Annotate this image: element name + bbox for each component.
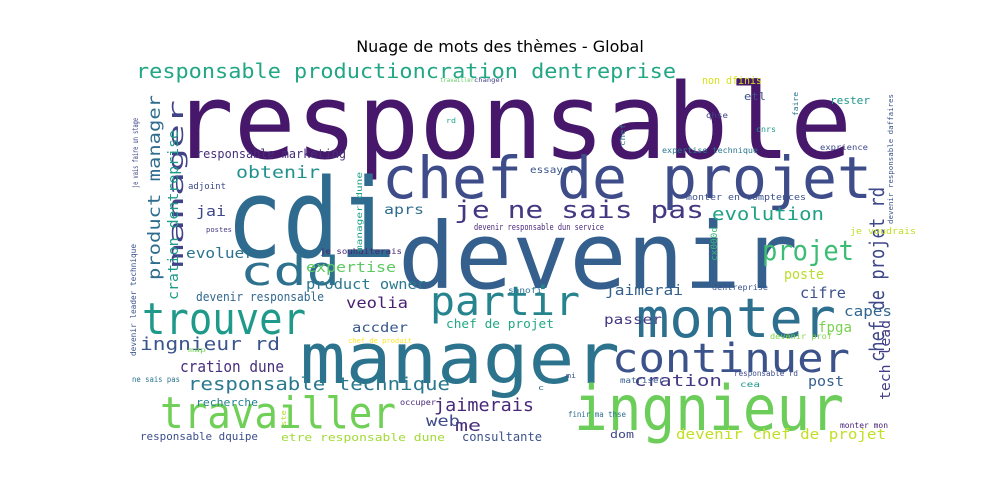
- word-responsable-marketing: responsable marketing: [196, 147, 346, 161]
- word-devenir-responsable: devenir responsable: [196, 290, 324, 304]
- word-devenir-responsable-dun-service: devenir responsable dun service: [474, 223, 604, 233]
- word-jaimerais: jaimerais: [434, 395, 534, 416]
- word-post: post: [808, 374, 844, 390]
- word-poste: poste: [784, 267, 824, 283]
- word-fpga: fpga: [818, 320, 852, 336]
- word-jaimerai: jaimerai: [605, 283, 683, 299]
- word-etl: etl: [744, 90, 766, 103]
- word-changer: changer: [474, 77, 504, 84]
- word-cnrs: cnrs: [756, 125, 776, 134]
- word-evoluer: evoluer: [186, 246, 254, 262]
- word-chef-de-projet-rd: chef de projet rd: [865, 187, 889, 362]
- word-cration-dentreprise: cration dentreprise: [166, 130, 182, 300]
- word-cea: cea: [740, 380, 760, 389]
- word-exprience: exprience: [820, 143, 868, 152]
- word-tech-lead: tech lead: [878, 320, 894, 400]
- word-responsable-technique: responsable technique: [188, 374, 450, 395]
- word-continuer: continuer: [612, 336, 850, 382]
- word-map: map: [188, 347, 207, 354]
- word-cration-dune: cration dune: [180, 357, 284, 376]
- word-jai: jai: [196, 204, 226, 220]
- word-obtenir: obtenir: [236, 163, 320, 183]
- word-consultante: consultante: [462, 430, 542, 444]
- word-partir: partir: [430, 279, 580, 325]
- word-devenir-chef-de-projet: devenir chef de projet: [676, 427, 886, 443]
- word-devenir-responsable-daffaires: devenir responsable daffaires: [887, 94, 895, 224]
- word-responsable: responsable: [172, 61, 852, 183]
- word-sanofi: sanofi: [508, 286, 542, 295]
- word-travailler: travailler: [160, 388, 396, 439]
- word-manager: manager: [300, 318, 620, 400]
- word-me: me: [455, 416, 481, 435]
- word-chef-de-projet: chef de projet: [382, 144, 872, 212]
- word-expertise-technique: expertise technique: [662, 146, 758, 155]
- word-devenir-prof: devenir prof: [770, 332, 832, 341]
- word-expertise: expertise: [306, 260, 396, 276]
- word-projet: projet: [762, 234, 854, 267]
- word-cdi: cdi: [226, 155, 396, 283]
- word-cifre: cifre: [800, 284, 846, 302]
- word-cdd: cdd: [240, 249, 340, 295]
- word-finir-ma-thse: finir ma thse: [568, 410, 626, 419]
- word-ingnieur: ingnieur: [574, 372, 844, 445]
- word-monter-en-comptences: monter en comptences: [686, 193, 806, 203]
- word-product-manager: product manager: [145, 95, 165, 280]
- word-responsable-rd: responsable rd: [734, 369, 798, 378]
- word-recherche: recherche: [196, 396, 258, 409]
- word-cx000d: cx000d: [710, 227, 720, 261]
- word-accder: accder: [352, 321, 408, 336]
- word-veolia: veolia: [346, 294, 408, 312]
- word-je-vais-faire-un-stage: je vais faire un stage: [131, 118, 140, 188]
- word-responsable-productioncration-dentreprise: responsable productioncration dentrepris…: [136, 59, 676, 83]
- word-je-souhaiterais: je souhaiterais: [320, 247, 402, 256]
- word-chef: chef: [619, 124, 627, 146]
- word-web: web: [426, 412, 460, 430]
- word-aprs: aprs: [384, 203, 424, 218]
- word-manager: manager: [164, 100, 188, 268]
- word-responsable-dquipe: responsable dquipe: [140, 430, 258, 443]
- word-ne-sais-pas: ne sais pas: [132, 375, 180, 384]
- word-monter-mon: monter mon: [840, 421, 888, 430]
- word-non-dfinis: non dfinis: [702, 74, 762, 87]
- word-rester: rester: [830, 94, 870, 107]
- word-capes: capes: [844, 304, 892, 320]
- word-ste: ste: [280, 410, 288, 426]
- word-etre-responsable-dune: etre responsable dune: [281, 431, 445, 444]
- word-qhse: qhse: [706, 111, 728, 120]
- chart-title: Nuage de mots des thèmes - Global: [356, 37, 644, 56]
- word-evolution: evolution: [712, 204, 824, 225]
- word-je-ne-sais-pas: je ne sais pas: [454, 196, 704, 224]
- word-postes: postes: [206, 226, 232, 234]
- word-devenir: devenir: [398, 203, 798, 310]
- word-monter: monter: [636, 287, 836, 350]
- word-essayer: essayer: [530, 165, 576, 176]
- word-passer: passer: [604, 313, 662, 328]
- word-faire: faire: [792, 92, 800, 116]
- word-rd: rd: [446, 117, 456, 125]
- word-ingnieur-rd: ingnieur rd: [140, 334, 280, 355]
- word-adjoint: adjoint: [188, 182, 226, 192]
- word-matriser: matriser: [620, 376, 664, 385]
- word-manager-dune: manager dune: [355, 172, 364, 252]
- word-devenir-leader-technique: devenir leader technique: [129, 244, 138, 356]
- word-chef-de-produit: chef de produit: [348, 337, 412, 345]
- word-travailler: travailler: [440, 77, 474, 84]
- word-occuper: occuper: [400, 398, 436, 407]
- word-product-owner: product owner: [306, 277, 426, 293]
- word-mi: mi: [566, 372, 576, 380]
- word-dom: dom: [610, 428, 634, 441]
- word-dentreprise: dentreprise: [712, 283, 768, 292]
- word-c: c: [538, 384, 544, 392]
- word-trouver: trouver: [142, 294, 306, 345]
- word-je-voudrais: je voudrais: [850, 227, 916, 237]
- word-cration: cration: [634, 371, 722, 390]
- word-chef-de-projet: chef de projet: [446, 317, 554, 331]
